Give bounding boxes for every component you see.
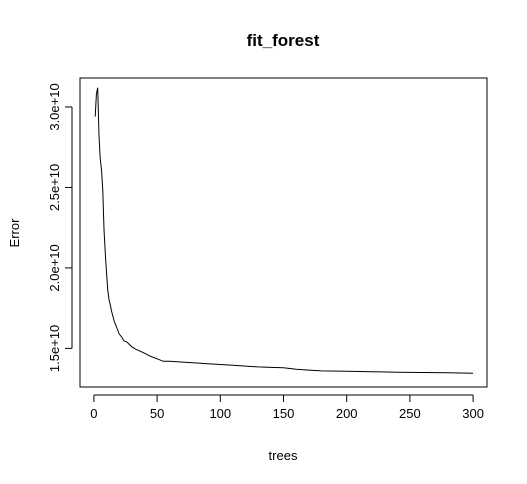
y-axis-label: Error <box>7 218 22 248</box>
y-tick-label: 2.0e+10 <box>47 244 62 291</box>
y-tick-label: 3.0e+10 <box>47 83 62 130</box>
x-tick-label: 250 <box>399 406 421 421</box>
x-tick-label: 300 <box>462 406 484 421</box>
series-line-error <box>94 87 474 374</box>
y-tick-label: 2.5e+10 <box>47 164 62 211</box>
x-axis-label: trees <box>269 448 298 463</box>
x-tick-label: 50 <box>150 406 164 421</box>
x-tick-label: 0 <box>90 406 97 421</box>
x-tick-label: 100 <box>209 406 231 421</box>
y-axis: 1.5e+10 2.0e+10 2.5e+10 3.0e+10 <box>47 83 73 372</box>
plot-area-frame <box>79 77 488 388</box>
x-axis: 0 50 100 150 200 250 300 <box>90 394 484 421</box>
x-tick-label: 150 <box>273 406 295 421</box>
y-tick-label: 1.5e+10 <box>47 325 62 372</box>
chart-title: fit_forest <box>247 31 320 50</box>
x-tick-label: 200 <box>336 406 358 421</box>
